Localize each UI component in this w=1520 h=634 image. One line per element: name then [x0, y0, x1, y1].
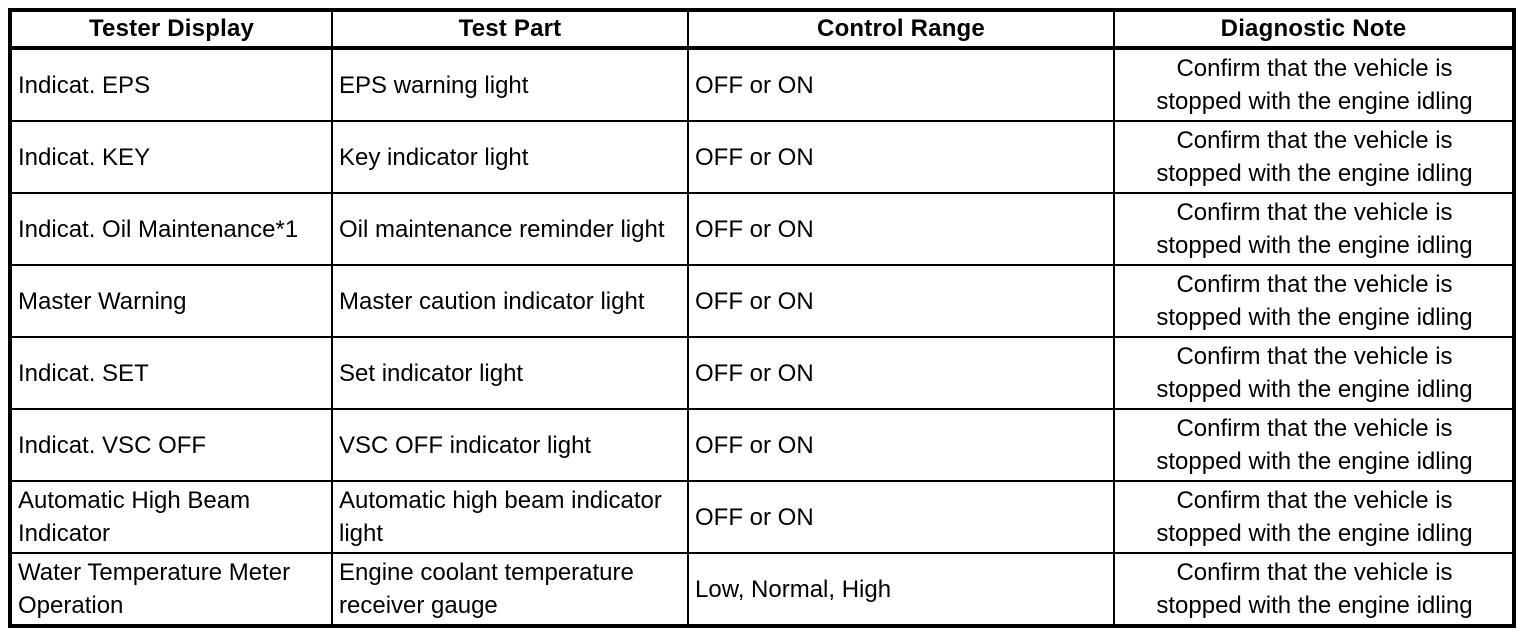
cell-text: Master caution indicator light [339, 287, 645, 315]
table-body: Indicat. EPS EPS warning light OFF or ON Co… [9, 47, 1515, 627]
cell-text: OFF or ON [695, 503, 814, 531]
cell-test-part: Key indicator light [331, 120, 689, 194]
cell-text: Master Warning [18, 287, 187, 315]
table-row: Indicat. Oil Maintenance*1 Oil maintenanc… [9, 192, 1515, 266]
cell-control-range: Low, Normal, High [687, 552, 1115, 627]
column-header-test-part: Test Part [331, 8, 689, 50]
table-row: Indicat. SET Set indicator light OFF or ON… [9, 336, 1515, 410]
cell-tester-display: Indicat. KEY [9, 120, 333, 194]
table-row: Indicat. EPS EPS warning light OFF or ON Co… [9, 47, 1515, 122]
cell-text: Low, Normal, High [695, 575, 892, 603]
cell-text: Confirm that the vehicle is stopped with… [1156, 271, 1473, 331]
cell-diagnostic-note: Confirm that the vehicle is stopped with… [1113, 120, 1515, 194]
cell-tester-display: Automatic High Beam Indicator [9, 480, 333, 554]
cell-diagnostic-note: Confirm that the vehicle is stopped with… [1113, 552, 1515, 627]
cell-text: Water Temperature Meter Operation [18, 559, 291, 619]
cell-text: OFF or ON [695, 71, 814, 99]
cell-text: OFF or ON [695, 143, 814, 171]
column-header-tester-display: Tester Display [9, 8, 333, 50]
cell-diagnostic-note: Confirm that the vehicle is stopped with… [1113, 192, 1515, 266]
cell-text: Key indicator light [339, 143, 529, 171]
cell-text: Confirm that the vehicle is stopped with… [1156, 415, 1473, 475]
cell-text: OFF or ON [695, 215, 814, 243]
cell-control-range: OFF or ON [687, 192, 1115, 266]
cell-test-part: EPS warning light [331, 47, 689, 122]
column-header-diagnostic-note: Diagnostic Note [1113, 8, 1515, 50]
cell-diagnostic-note: Confirm that the vehicle is stopped with… [1113, 336, 1515, 410]
cell-tester-display: Water Temperature Meter Operation [9, 552, 333, 627]
cell-text: VSC OFF indicator light [339, 431, 592, 459]
cell-text: Automatic High Beam Indicator [18, 487, 251, 547]
table-row: Indicat. KEY Key indicator light OFF or ON… [9, 120, 1515, 194]
cell-text: Confirm that the vehicle is stopped with… [1156, 127, 1473, 187]
column-header-control-range: Control Range [687, 8, 1115, 50]
cell-text: Indicat. Oil Maintenance*1 [18, 215, 299, 243]
cell-control-range: OFF or ON [687, 480, 1115, 554]
table-row: Master Warning Master caution indicator l… [9, 264, 1515, 338]
cell-text: Confirm that the vehicle is stopped with… [1156, 487, 1473, 547]
cell-control-range: OFF or ON [687, 408, 1115, 482]
cell-text: Indicat. SET [18, 359, 149, 387]
cell-test-part: VSC OFF indicator light [331, 408, 689, 482]
table-row: Indicat. VSC OFF VSC OFF indicator light O… [9, 408, 1515, 482]
cell-text: Indicat. VSC OFF [18, 431, 207, 459]
cell-control-range: OFF or ON [687, 264, 1115, 338]
diagnostic-data-table: Tester Display Test Part Control Range Diag… [8, 8, 1516, 628]
cell-diagnostic-note: Confirm that the vehicle is stopped with… [1113, 408, 1515, 482]
cell-tester-display: Indicat. SET [9, 336, 333, 410]
cell-text: Automatic high beam indicator light [339, 487, 662, 547]
cell-test-part: Master caution indicator light [331, 264, 689, 338]
cell-test-part: Set indicator light [331, 336, 689, 410]
cell-text: OFF or ON [695, 287, 814, 315]
cell-text: Oil maintenance reminder light [339, 215, 665, 243]
cell-text: Confirm that the vehicle is stopped with… [1156, 55, 1473, 115]
cell-control-range: OFF or ON [687, 120, 1115, 194]
table-row: Water Temperature Meter Operation Engine … [9, 552, 1515, 627]
cell-tester-display: Master Warning [9, 264, 333, 338]
cell-text: Indicat. KEY [18, 143, 151, 171]
cell-test-part: Automatic high beam indicator light [331, 480, 689, 554]
cell-tester-display: Indicat. Oil Maintenance*1 [9, 192, 333, 266]
cell-diagnostic-note: Confirm that the vehicle is stopped with… [1113, 47, 1515, 122]
cell-text: Confirm that the vehicle is stopped with… [1156, 559, 1473, 619]
cell-text: Engine coolant temperature receiver gaug… [339, 559, 634, 619]
cell-text: Confirm that the vehicle is stopped with… [1156, 343, 1473, 403]
cell-diagnostic-note: Confirm that the vehicle is stopped with… [1113, 480, 1515, 554]
cell-diagnostic-note: Confirm that the vehicle is stopped with… [1113, 264, 1515, 338]
cell-test-part: Oil maintenance reminder light [331, 192, 689, 266]
cell-text: Set indicator light [339, 359, 524, 387]
table-header-row: Tester Display Test Part Control Range Diag… [9, 8, 1515, 50]
cell-control-range: OFF or ON [687, 47, 1115, 122]
cell-tester-display: Indicat. VSC OFF [9, 408, 333, 482]
cell-test-part: Engine coolant temperature receiver gaug… [331, 552, 689, 627]
cell-text: Confirm that the vehicle is stopped with… [1156, 199, 1473, 259]
cell-text: OFF or ON [695, 431, 814, 459]
cell-tester-display: Indicat. EPS [9, 47, 333, 122]
cell-control-range: OFF or ON [687, 336, 1115, 410]
cell-text: EPS warning light [339, 71, 529, 99]
table-row: Automatic High Beam Indicator Automatic h… [9, 480, 1515, 554]
cell-text: OFF or ON [695, 359, 814, 387]
cell-text: Indicat. EPS [18, 71, 151, 99]
